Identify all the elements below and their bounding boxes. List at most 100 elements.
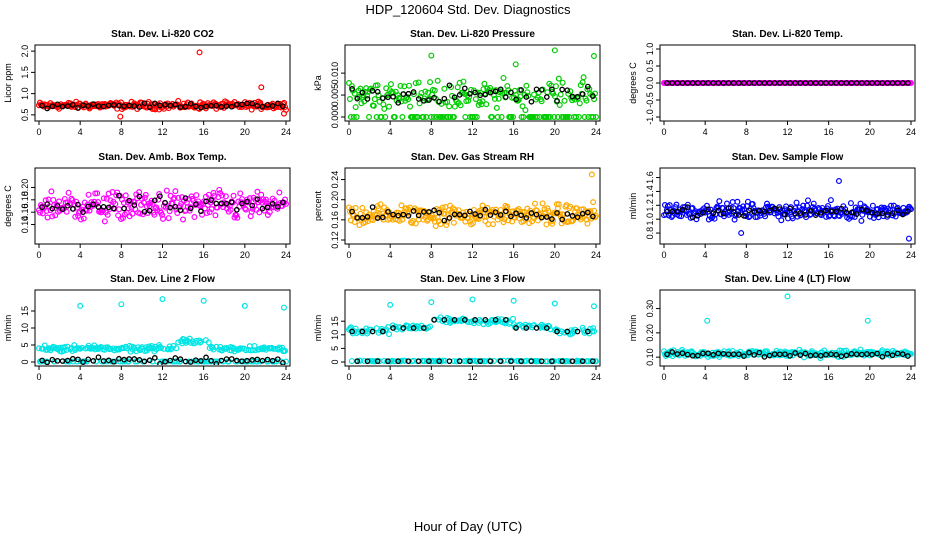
y-tick-label: 0.20 (330, 191, 340, 209)
black-series-point (280, 103, 286, 110)
black-series-point (359, 89, 366, 96)
black-series-point (751, 80, 758, 86)
data-point (566, 358, 573, 365)
x-tick-label: 0 (346, 250, 351, 260)
black-series-point (162, 101, 168, 108)
data-point (516, 321, 523, 328)
data-point (441, 210, 448, 217)
x-tick-label: 4 (703, 250, 708, 260)
black-series-point (461, 85, 468, 92)
black-series-point (441, 95, 448, 102)
black-series-point (456, 91, 463, 98)
black-series-point (415, 212, 422, 219)
black-series-point (374, 88, 381, 95)
data-point (887, 202, 894, 209)
data-point (125, 358, 132, 365)
x-tick-label: 24 (906, 127, 916, 137)
y-tick-label: -0.5 (645, 92, 655, 108)
black-series-point (720, 210, 727, 217)
points-group (36, 296, 289, 365)
black-series-point (874, 210, 881, 217)
black-series-point (269, 103, 276, 109)
black-series-point (710, 210, 717, 217)
points-group (661, 178, 914, 242)
black-series-point (162, 199, 168, 206)
black-series-point (746, 80, 752, 86)
data-point (489, 113, 496, 120)
black-series-point (590, 93, 596, 99)
data-point (357, 357, 364, 364)
y-tick-label: 0.5 (20, 109, 30, 122)
black-series-point (85, 203, 92, 210)
black-series-point (80, 209, 86, 215)
black-series-point (100, 203, 107, 210)
black-series-point (415, 358, 422, 365)
data-point (173, 345, 180, 352)
black-series-point (244, 198, 250, 205)
data-point (508, 113, 515, 120)
black-series-point (817, 352, 824, 359)
x-tick-label: 4 (388, 127, 393, 137)
data-point (428, 113, 435, 120)
data-point (113, 192, 120, 199)
black-series-point (218, 103, 225, 110)
black-series-point (756, 349, 763, 356)
x-tick-label: 8 (744, 250, 749, 260)
x-tick-label: 12 (157, 127, 167, 137)
data-point (193, 192, 200, 199)
plot-frame (344, 44, 601, 122)
data-point (555, 75, 562, 82)
data-point (592, 212, 599, 219)
black-series-point (492, 88, 499, 95)
black-series-point (415, 96, 422, 102)
data-point (564, 113, 571, 120)
black-series-point (879, 80, 886, 86)
black-series-point (182, 195, 189, 201)
data-point (557, 91, 564, 98)
black-series-point (528, 358, 535, 365)
data-point (580, 74, 587, 81)
data-point (371, 96, 378, 103)
x-tick-label: 12 (467, 250, 477, 260)
data-point (283, 358, 289, 365)
data-point (415, 79, 422, 86)
data-point (560, 113, 567, 120)
black-series-point (249, 202, 256, 209)
black-series-point (472, 316, 478, 323)
outlier-point (905, 235, 912, 242)
black-series-point (213, 102, 220, 109)
data-point (483, 101, 490, 108)
x-tick-label: 20 (240, 250, 250, 260)
black-series-point (364, 213, 371, 220)
y-tick-label: 1.4 (645, 185, 655, 198)
x-tick-label: 8 (744, 127, 749, 137)
data-point (547, 113, 554, 120)
black-series-point (105, 102, 112, 109)
black-series-point (157, 193, 163, 200)
data-point (374, 82, 381, 89)
data-point (495, 95, 502, 102)
black-series-point (497, 212, 504, 218)
black-series-point (198, 104, 204, 111)
black-series-point (385, 358, 391, 365)
black-series-point (121, 205, 127, 212)
black-series-point (694, 212, 701, 219)
black-series-point (151, 197, 158, 204)
black-series-point (689, 80, 696, 86)
black-series-point (689, 352, 696, 359)
black-series-point (436, 209, 443, 216)
data-point (734, 198, 741, 205)
x-tick-label: 12 (467, 127, 477, 137)
data-point (727, 204, 734, 211)
outlier-point (241, 302, 248, 309)
y-tick-label: 0.20 (645, 324, 655, 342)
black-series-point (126, 197, 133, 204)
black-series-point (172, 203, 179, 210)
black-series-point (436, 98, 443, 105)
data-point (260, 345, 267, 352)
data-point (778, 217, 785, 224)
black-series-point (477, 358, 484, 365)
data-point (402, 357, 409, 364)
black-series-point (761, 80, 768, 86)
black-series-point (223, 200, 230, 207)
